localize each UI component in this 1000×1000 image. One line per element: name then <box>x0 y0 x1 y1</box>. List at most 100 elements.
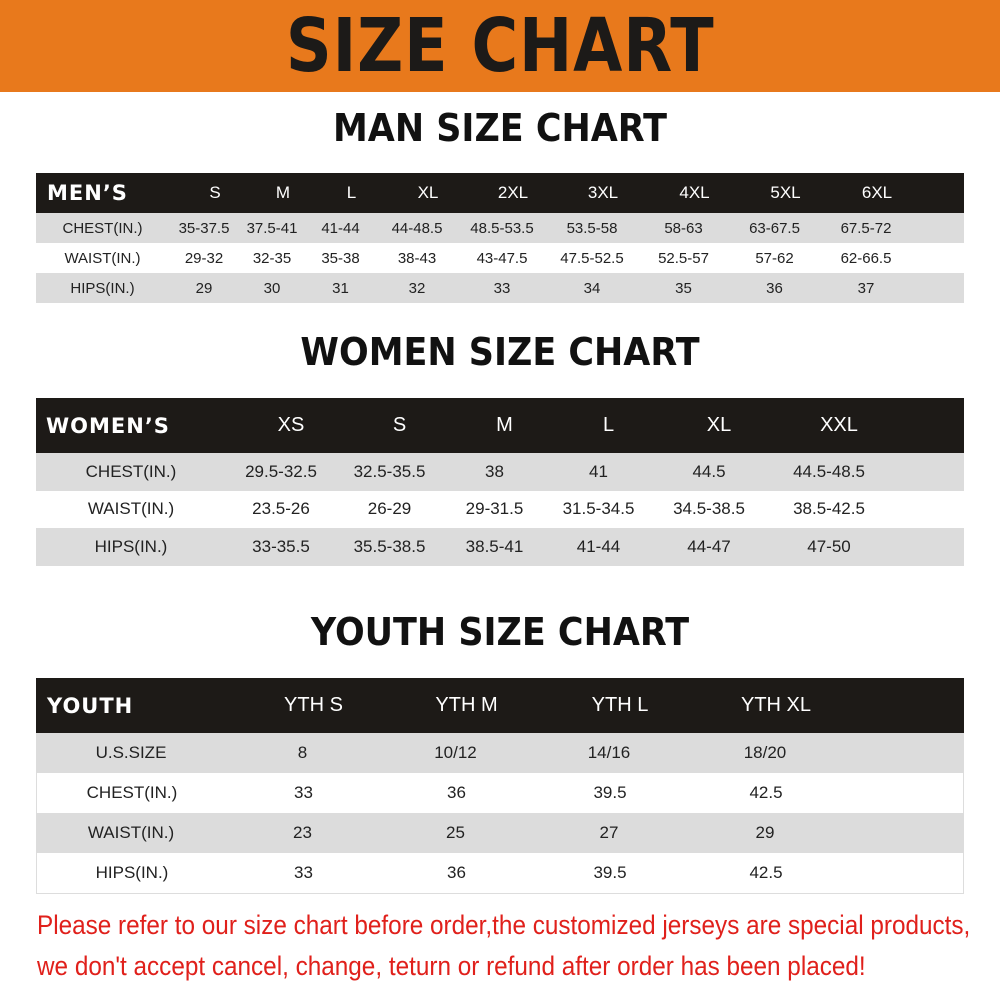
row-label: WAIST(IN.) <box>87 823 175 842</box>
table-cell: 18/20 <box>743 743 787 762</box>
table-cell: 41-44 <box>321 219 360 237</box>
table-cell: 38.5-41 <box>465 536 524 556</box>
table-row: HIPS(IN.) 33-35.5 35.5-38.5 38.5-41 41-44 44-… <box>36 528 964 566</box>
size-header-cell: 3XL <box>587 183 619 202</box>
row-label: WAIST(IN.) <box>87 499 175 519</box>
row-label: CHEST(IN.) <box>62 219 143 237</box>
table-cell: 36 <box>447 783 466 802</box>
table-cell: 38.5-42.5 <box>793 499 865 519</box>
table-cell: 33 <box>294 863 313 882</box>
table-cell: 48.5-53.5 <box>470 219 534 237</box>
size-header-cell: M <box>275 183 291 202</box>
size-header-cell: 5XL <box>770 183 801 202</box>
table-cell: 29 <box>755 823 775 842</box>
table-cell: 37.5-41 <box>246 219 298 237</box>
table-cell: 29 <box>195 279 213 297</box>
table-title-cell: WOMEN’S <box>46 413 170 438</box>
table-cell: 29.5-32.5 <box>245 461 317 481</box>
table-row: CHEST(IN.) 29.5-32.5 32.5-35.5 38 41 44.5 44.5… <box>36 453 964 491</box>
table-row: U.S.SIZE 8 10/12 14/16 18/20 <box>36 733 964 773</box>
page-title: SIZE CHART <box>285 3 715 89</box>
row-label: CHEST(IN.) <box>86 783 178 802</box>
notice-line-2: we don't accept cancel, change, teturn o… <box>37 951 866 981</box>
table-cell: 44-48.5 <box>391 219 443 237</box>
table-title-cell: YOUTH <box>47 693 134 718</box>
women-size-table: WOMEN’S XS S M L XL XXL CHEST(IN.) 29.5-32.5 32.5… <box>36 398 964 566</box>
table-cell: 27 <box>599 823 619 842</box>
table-cell: 32.5-35.5 <box>353 461 426 481</box>
table-cell: 43-47.5 <box>476 249 528 267</box>
size-header-cell: 2XL <box>497 183 529 202</box>
table-cell: 38 <box>485 461 504 481</box>
table-cell: 38-43 <box>397 249 437 267</box>
table-cell: 33 <box>493 279 511 297</box>
table-cell: 57-62 <box>755 249 794 267</box>
table-cell: 29-32 <box>184 249 224 267</box>
size-header-cell: XL <box>417 183 439 202</box>
size-header-cell: L <box>602 414 615 436</box>
row-label: HIPS(IN.) <box>70 279 135 297</box>
row-label: HIPS(IN.) <box>95 863 169 882</box>
table-cell: 23 <box>293 823 312 842</box>
row-label: CHEST(IN.) <box>85 461 177 481</box>
table-cell: 39.5 <box>593 863 627 882</box>
table-cell: 23.5-26 <box>252 499 310 519</box>
size-header-cell: YTH XL <box>740 694 812 716</box>
size-header-cell: M <box>496 414 513 436</box>
table-cell: 35-38 <box>321 249 360 267</box>
size-header-cell: S <box>209 183 221 202</box>
table-cell: 41-44 <box>576 536 621 556</box>
table-cell: 33-35.5 <box>252 536 310 556</box>
size-header-cell: YTH M <box>435 694 498 716</box>
table-cell: 47.5-52.5 <box>560 249 624 267</box>
table-cell: 35.5-38.5 <box>353 536 426 556</box>
men-section-title: MAN SIZE CHART <box>332 106 668 150</box>
table-row: WAIST(IN.) 29-32 32-35 35-38 38-43 43-47.5 47.… <box>36 243 964 273</box>
table-cell: 35 <box>675 279 692 297</box>
row-label: HIPS(IN.) <box>94 536 168 556</box>
table-cell: 44.5-48.5 <box>793 461 865 481</box>
size-header-cell: XL <box>706 414 732 436</box>
youth-size-table: YOUTH YTH S YTH M YTH L YTH XL U.S.SIZE 8 10/12… <box>36 678 964 894</box>
table-cell: 67.5-72 <box>840 219 892 237</box>
table-cell: 47-50 <box>807 536 851 556</box>
table-cell: 53.5-58 <box>566 219 618 237</box>
table-cell: 62-66.5 <box>840 249 892 267</box>
table-cell: 36 <box>766 279 783 297</box>
table-row: HIPS(IN.) 33 36 39.5 42.5 <box>36 853 964 893</box>
table-title-cell: MEN’S <box>47 181 128 205</box>
size-header-cell: 6XL <box>861 183 893 202</box>
table-cell: 44.5 <box>692 461 726 481</box>
table-cell: 25 <box>446 823 465 842</box>
banner: SIZE CHART <box>0 0 1000 92</box>
table-cell: 52.5-57 <box>658 249 709 267</box>
table-cell: 41 <box>589 461 608 481</box>
notice-line-1: Please refer to our size chart before or… <box>37 910 971 940</box>
youth-section-title: YOUTH SIZE CHART <box>310 610 690 654</box>
size-header-cell: S <box>392 414 407 436</box>
table-cell: 10/12 <box>434 743 477 762</box>
table-row: CHEST(IN.) 35-37.5 37.5-41 41-44 44-48.5 48.5… <box>36 213 964 243</box>
table-header-row: MEN’S S M L XL 2XL 3XL 4XL 5XL 6XL <box>36 173 964 213</box>
table-cell: 29-31.5 <box>465 499 524 519</box>
table-cell: 30 <box>263 279 281 297</box>
table-cell: 35-37.5 <box>178 219 230 237</box>
size-header-cell: 4XL <box>679 183 710 202</box>
table-cell: 34.5-38.5 <box>673 499 745 519</box>
table-row: WAIST(IN.) 23.5-26 26-29 29-31.5 31.5-34.5 34… <box>36 490 964 528</box>
size-header-cell: L <box>346 183 357 202</box>
table-cell: 36 <box>447 863 466 882</box>
size-header-cell: XXL <box>820 414 858 436</box>
size-header-cell: XS <box>277 414 305 436</box>
table-cell: 44-47 <box>687 536 731 556</box>
table-cell: 63-67.5 <box>749 219 800 237</box>
women-section-title: WOMEN SIZE CHART <box>300 330 700 374</box>
table-header-row: YOUTH YTH S YTH M YTH L YTH XL <box>36 678 964 733</box>
row-label: WAIST(IN.) <box>64 249 141 267</box>
table-cell: 32 <box>408 279 426 297</box>
table-cell: 42.5 <box>749 783 783 802</box>
table-cell: 33 <box>294 783 313 802</box>
table-cell: 32-35 <box>252 249 292 267</box>
row-label: U.S.SIZE <box>95 743 167 762</box>
table-cell: 8 <box>297 743 308 762</box>
